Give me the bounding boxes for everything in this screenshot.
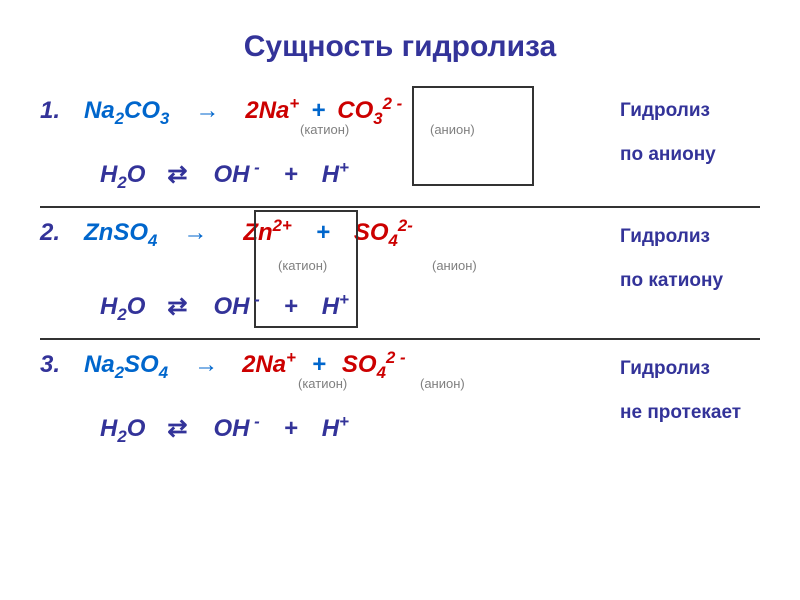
eq3-anion-label: (анион) <box>420 376 465 391</box>
w1-o: O <box>127 161 146 188</box>
w1-oh-txt: OH <box>213 161 249 188</box>
eq3-so4sup: 2 - <box>386 348 406 367</box>
water-line-2: H2O ⇄ OH - + H+ <box>100 290 760 330</box>
w3-oh: OH - <box>213 412 259 443</box>
eq1-co: CO <box>124 97 160 124</box>
right1-line1: Гидролиз <box>620 100 760 122</box>
w3-arrow: ⇄ <box>167 414 187 443</box>
eq3-lhs: Na2SO4 <box>84 351 168 383</box>
w2-oh-txt: OH <box>213 293 249 320</box>
w3-2: 2 <box>117 427 126 446</box>
eq1-anion-label: (анион) <box>430 122 475 137</box>
w2-arrow: ⇄ <box>167 292 187 321</box>
eq1-na: Na <box>84 97 115 124</box>
eq1-arrow: → <box>195 97 219 125</box>
w3-hsup: + <box>339 412 349 431</box>
eq2-plus: + <box>316 219 330 247</box>
eq1-rhs1: 2Na+ <box>245 94 299 125</box>
w3-oh-sup: - <box>249 412 259 431</box>
eq2-znso: ZnSO <box>84 219 148 246</box>
eq3-so4sub: 4 <box>377 363 386 382</box>
eq2-znsup: 2+ <box>273 216 292 235</box>
w1-hsup: + <box>339 158 349 177</box>
eq1-lhs: Na2CO3 <box>84 97 169 129</box>
eq2-rhs1: Zn2+ <box>243 216 291 247</box>
w3-h2: H <box>322 415 339 442</box>
eq2-lhs: ZnSO4 <box>84 219 157 251</box>
w1-h2o: H2O <box>100 161 145 193</box>
eq2-anion-label: (анион) <box>432 258 477 273</box>
eq3-arrow: → <box>194 351 218 379</box>
water-line-1: H2O ⇄ OH - + H+ <box>100 158 760 198</box>
w2-plus: + <box>284 293 298 321</box>
eq3-sub1: 2 <box>115 363 124 382</box>
right2-line2: по катиону <box>620 270 760 292</box>
w2-hsup: + <box>339 290 349 309</box>
w3-hplus: H+ <box>322 412 349 443</box>
eq3-rhs1: 2Na+ <box>242 348 296 379</box>
eq3-nasup: + <box>286 348 296 367</box>
right2-line1: Гидролиз <box>620 226 760 248</box>
w2-oh-sup: - <box>249 290 259 309</box>
eq3-2na: 2Na <box>242 351 286 378</box>
right3-line1: Гидролиз <box>620 358 760 380</box>
eq2-so4sub: 4 <box>389 231 398 250</box>
eq1-sub2: 3 <box>160 109 169 128</box>
w3-h: H <box>100 415 117 442</box>
equation-3: 3. Na2SO4 → 2Na+ + SO42 - (катион) (анио… <box>40 348 760 408</box>
eq3-number: 3. <box>40 351 74 379</box>
eq1-co3sub: 3 <box>373 109 382 128</box>
w1-plus: + <box>284 161 298 189</box>
eq2-cation-label: (катион) <box>278 258 327 273</box>
w3-o: O <box>127 415 146 442</box>
w1-2: 2 <box>117 173 126 192</box>
w1-hplus: H+ <box>322 158 349 189</box>
eq3-na: Na <box>84 351 115 378</box>
eq2-number: 2. <box>40 219 74 247</box>
w2-oh: OH - <box>213 290 259 321</box>
eq1-plus: + <box>311 97 325 125</box>
page-title: Сущность гидролиза <box>40 30 760 64</box>
equation-2: 2. ZnSO4 → Zn2+ + SO42- (катион) (анион)… <box>40 216 760 286</box>
eq1-nasup: + <box>289 94 299 113</box>
eq3-so: SO <box>124 351 159 378</box>
w1-h2: H <box>322 161 339 188</box>
eq2-4: 4 <box>148 231 157 250</box>
w2-h: H <box>100 293 117 320</box>
w1-oh-sup: - <box>249 158 259 177</box>
eq1-co3sup: 2 - <box>383 94 403 113</box>
divider-2 <box>40 338 760 340</box>
eq3-rhs2: SO42 - <box>342 348 406 383</box>
equation-1: 1. Na2CO3 → 2Na+ + CO32 - (катион) (анио… <box>40 94 760 154</box>
eq2-zn: Zn <box>243 219 272 246</box>
eq3-so4: SO <box>342 351 377 378</box>
eq2-so4sup: 2- <box>398 216 413 235</box>
eq1-cation-label: (катион) <box>300 122 349 137</box>
w2-h2o: H2O <box>100 293 145 325</box>
w2-o: O <box>127 293 146 320</box>
w1-oh: OH - <box>213 158 259 189</box>
w3-plus: + <box>284 415 298 443</box>
w3-h2o: H2O <box>100 415 145 447</box>
eq1-number: 1. <box>40 97 74 125</box>
slide-container: Сущность гидролиза 1. Na2CO3 → 2Na+ + CO… <box>0 0 800 600</box>
eq1-2na: 2Na <box>245 97 289 124</box>
water-line-3: H2O ⇄ OH - + H+ <box>100 412 760 452</box>
eq3-sub2: 4 <box>159 363 168 382</box>
w1-h: H <box>100 161 117 188</box>
eq1-sub1: 2 <box>115 109 124 128</box>
eq3-cation-label: (катион) <box>298 376 347 391</box>
eq2-so4: SO <box>354 219 389 246</box>
w2-hplus: H+ <box>322 290 349 321</box>
eq2-arrow: → <box>183 219 207 247</box>
eq3-plus: + <box>312 351 326 379</box>
divider-1 <box>40 206 760 208</box>
w2-2: 2 <box>117 305 126 324</box>
w3-oh-txt: OH <box>213 415 249 442</box>
w2-h2: H <box>322 293 339 320</box>
eq1-co3: CO <box>337 97 373 124</box>
eq2-rhs2: SO42- <box>354 216 413 251</box>
w1-arrow: ⇄ <box>167 160 187 189</box>
